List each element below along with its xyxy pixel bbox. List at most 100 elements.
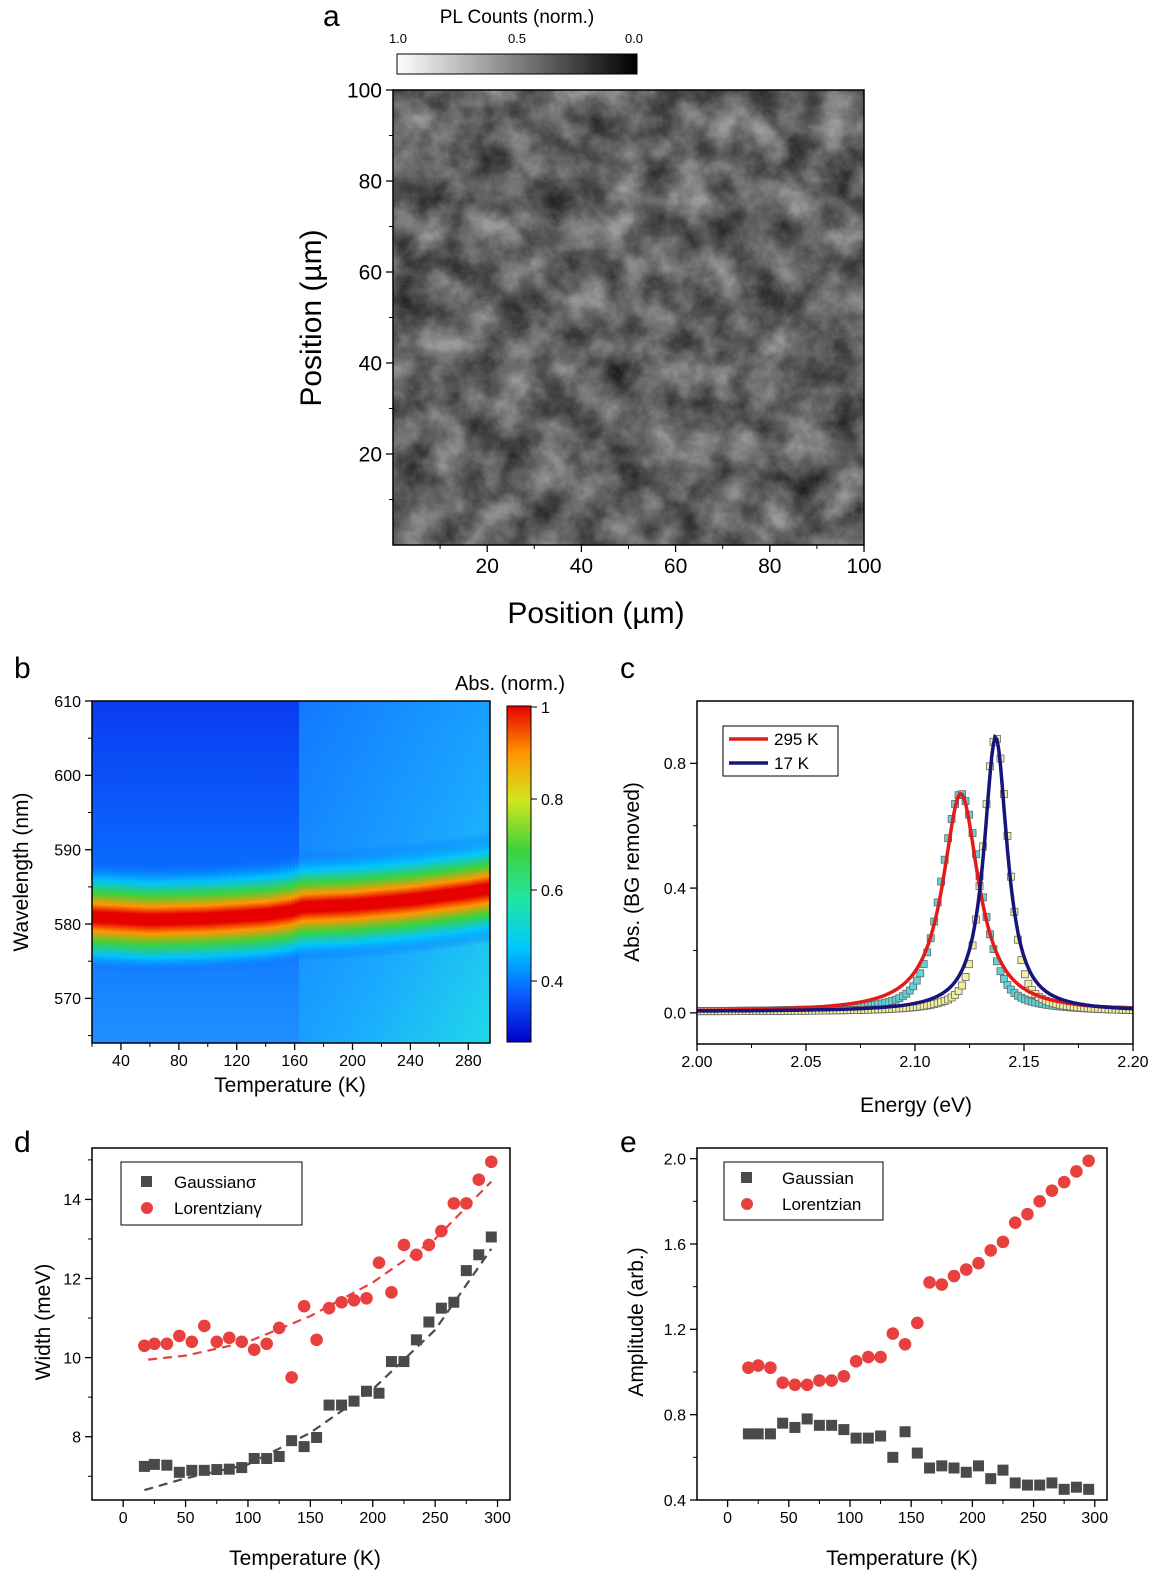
data-point-circle <box>235 1335 249 1349</box>
pl-colorbar-title: PL Counts (norm.) <box>440 7 595 28</box>
data-point-square <box>373 1387 385 1399</box>
abs-colorbar-title: Abs. (norm.) <box>455 673 565 695</box>
abs-band-strip <box>92 859 97 971</box>
data-point-square <box>323 1399 335 1411</box>
data-point-square <box>972 1460 984 1472</box>
abs-band-strip <box>250 857 255 970</box>
data-point-square <box>911 1447 923 1459</box>
x-tick-label: 2.20 <box>1117 1054 1148 1071</box>
pl-map-image <box>393 90 864 545</box>
x-tick-label: 2.00 <box>681 1054 712 1071</box>
x-tick-label: 250 <box>1020 1510 1047 1527</box>
data-point-square <box>211 1464 223 1476</box>
y-tick-label: 0.4 <box>664 881 686 898</box>
abs-band-strip <box>242 858 247 971</box>
panel-c-xlabel: Energy (eV) <box>860 1094 972 1117</box>
x-tick-label: 60 <box>664 555 687 578</box>
data-point-circle <box>776 1376 789 1389</box>
data-point-circle <box>1070 1165 1083 1178</box>
data-point-circle <box>335 1295 348 1309</box>
data-point-square <box>248 1452 260 1464</box>
data-point-square <box>960 1466 972 1478</box>
data-point-square <box>948 1462 960 1474</box>
data-point-circle <box>898 1337 912 1351</box>
abs-band-strip <box>211 860 217 972</box>
panel-b-ylabel: Wavelength (nm) <box>10 792 33 951</box>
x-tick-label: 160 <box>281 1053 308 1070</box>
legend-lorentzian-label: Lorentzian <box>782 1195 861 1214</box>
abs-band-strip <box>329 848 334 960</box>
x-tick-label: 200 <box>359 1510 386 1527</box>
abs-band-strip <box>223 859 228 972</box>
data-point-circle <box>751 1359 765 1372</box>
data-point-square <box>385 1356 397 1368</box>
abs-band-strip <box>273 855 278 968</box>
panel-b-xlabel: Temperature (K) <box>214 1074 366 1097</box>
data-point-circle <box>1057 1175 1071 1189</box>
abs-band-strip <box>122 861 128 973</box>
abs-band-strip <box>421 840 427 953</box>
data-point-square <box>161 1459 173 1471</box>
legend-gaussian-marker <box>741 1172 752 1183</box>
data-point-circle <box>185 1335 199 1349</box>
data-point-square <box>148 1458 160 1470</box>
panel-e-frame <box>696 1147 1108 1501</box>
abs-band-strip <box>360 846 365 959</box>
data-point-circle <box>247 1343 261 1357</box>
abs-colorbar-tick: 0.4 <box>541 974 563 991</box>
panel-d-ylabel: Width (meV) <box>32 1264 55 1381</box>
abs-band-strip <box>344 847 350 960</box>
y-tick-label: 570 <box>54 991 81 1008</box>
abs-band-strip <box>107 860 112 972</box>
legend-box <box>120 1161 303 1226</box>
data-point-square <box>1021 1479 1033 1491</box>
x-tick-label: 2.05 <box>790 1054 821 1071</box>
abs-band-strip <box>180 861 186 974</box>
abs-band-strip <box>138 861 143 974</box>
panel-c-legend: 295 K 17 K <box>722 725 839 777</box>
abs-band-strip <box>402 842 408 955</box>
abs-band-strip <box>418 841 423 953</box>
data-point-circle <box>347 1293 361 1307</box>
x-tick-label: 100 <box>837 1510 864 1527</box>
data-point-square <box>473 1249 485 1261</box>
y-tick-label: 590 <box>54 842 81 859</box>
data-point-circle <box>372 1256 386 1269</box>
panel-d-frame <box>91 1147 511 1501</box>
abs-band-strip <box>126 861 132 973</box>
data-point-circle <box>148 1337 161 1351</box>
abs-band-strip <box>115 860 120 973</box>
abs-band-strip <box>119 860 124 973</box>
y-tick-label: 8 <box>72 1429 81 1446</box>
abs-band-strip <box>379 844 384 957</box>
data-point-square <box>862 1432 874 1444</box>
y-tick-label: 14 <box>63 1192 81 1209</box>
data-point-circle <box>800 1378 814 1392</box>
data-point-square <box>838 1424 850 1436</box>
data-point-circle <box>923 1276 936 1289</box>
data-point-circle <box>322 1301 336 1315</box>
data-point-circle <box>813 1374 826 1387</box>
abs-band-strip <box>103 860 109 972</box>
abs-band-strip <box>153 862 159 974</box>
y-tick-label: 20 <box>359 444 382 467</box>
legend-295k-label: 295 K <box>774 730 819 749</box>
legend-box <box>722 725 839 777</box>
panel-b-letter: b <box>14 652 31 685</box>
abs-band-strip <box>437 838 442 951</box>
data-point-circle <box>837 1369 851 1383</box>
abs-heatmap-frame <box>91 700 491 1044</box>
abs-band-strip <box>284 854 289 966</box>
abs-band-strip <box>317 848 322 961</box>
y-tick-label: 2.0 <box>664 1151 686 1168</box>
x-tick-label: 2.15 <box>1008 1054 1039 1071</box>
panel-e-ylabel: Amplitude (arb.) <box>625 1247 648 1396</box>
abs-band-strip <box>371 845 377 958</box>
panel-e-letter: e <box>620 1126 637 1159</box>
panel-c-axes: 2.00 2.05 2.10 2.15 2.20 0.0 0.4 0.8 <box>664 756 1149 1071</box>
data-point-circle <box>435 1224 448 1238</box>
abs-band-strip <box>325 848 330 961</box>
legend-gaussian-label: Gaussianσ <box>174 1173 257 1192</box>
data-point-circle <box>138 1339 151 1353</box>
